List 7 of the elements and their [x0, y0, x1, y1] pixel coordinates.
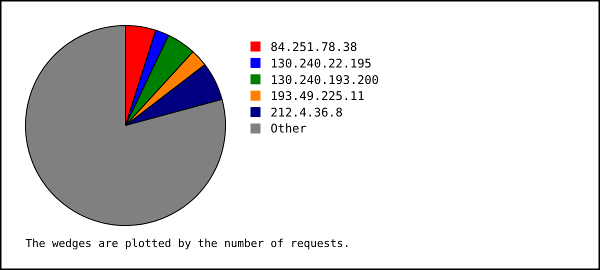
- legend-label: 84.251.78.38: [270, 40, 358, 54]
- legend-label: Other: [270, 122, 307, 136]
- legend-label: 193.49.225.11: [270, 89, 364, 104]
- legend-label: 212.4.36.8: [270, 106, 343, 120]
- text: The wedges are plotted by the number of requests.: [26, 237, 350, 250]
- legend-label: 130.240.193.200: [270, 72, 379, 87]
- legend-label: 130.240.22.195: [270, 56, 372, 70]
